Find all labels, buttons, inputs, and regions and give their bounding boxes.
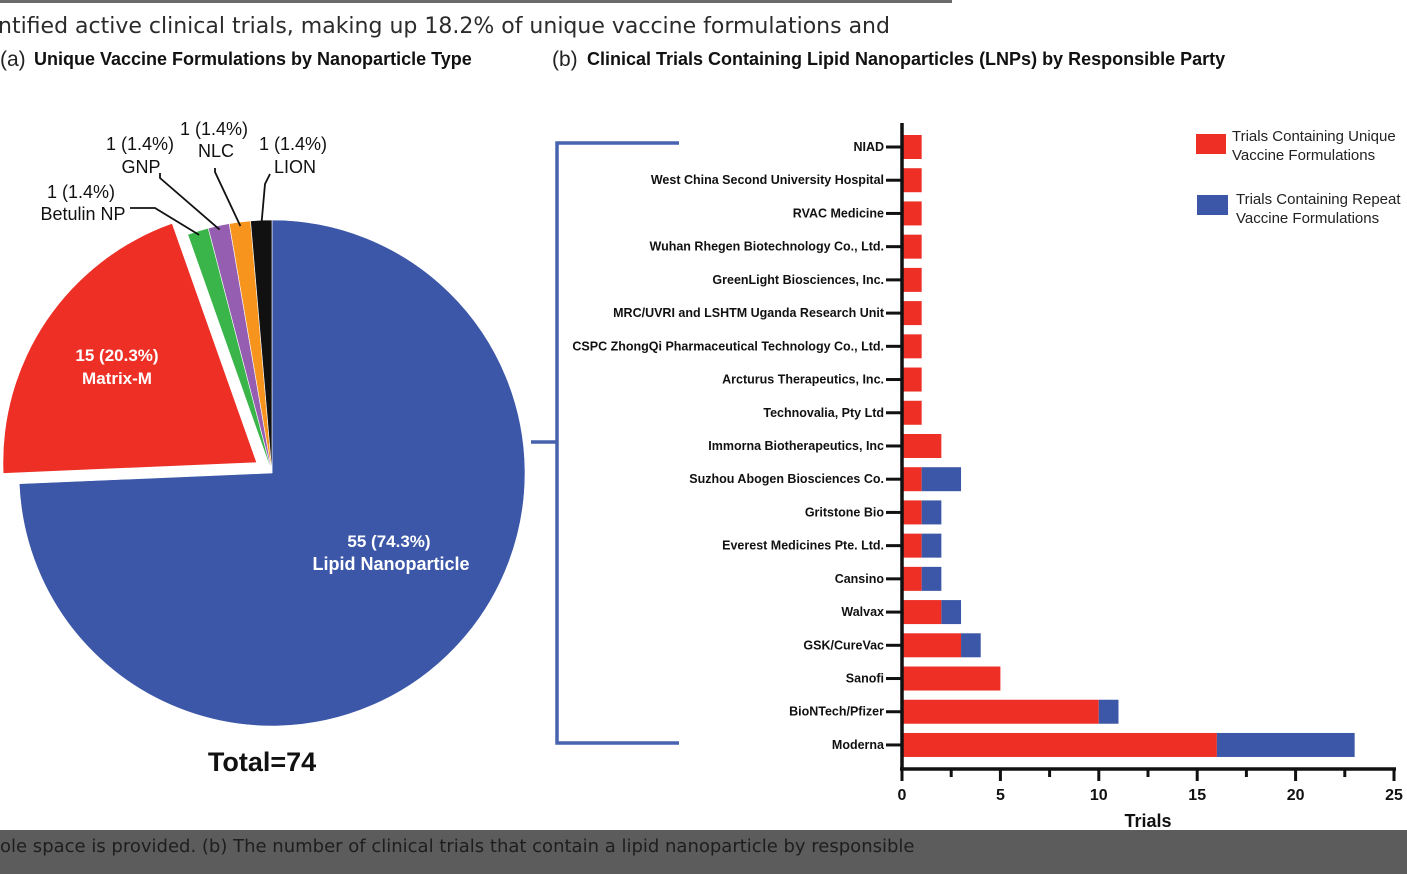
bar-repeat-gsk-curevac xyxy=(961,633,981,658)
article-text-above: ntified active clinical trials, making u… xyxy=(0,0,1407,44)
y-tick-label: BioNTech/Pfizer xyxy=(789,705,884,719)
slice-label-nlc-count: 1 (1.4%) xyxy=(180,119,248,139)
bar-repeat-gritstone-bio xyxy=(921,500,942,525)
divider xyxy=(0,0,952,3)
bar-marks xyxy=(902,135,1355,757)
slice-label-matrix-m-name: Matrix-M xyxy=(82,369,152,388)
x-tick-label: 0 xyxy=(898,787,907,804)
bar-unique-moderna xyxy=(902,732,1217,757)
slice-label-betulin-count: 1 (1.4%) xyxy=(47,182,115,202)
slice-label-betulin-name: Betulin NP xyxy=(40,204,125,224)
y-tick-label: Wuhan Rhegen Biotechnology Co., Ltd. xyxy=(650,240,884,254)
y-tick-label: RVAC Medicine xyxy=(793,206,884,220)
legend-label-repeat-line1: Trials Containing Repeat xyxy=(1236,191,1401,208)
figure: (a) Unique Vaccine Formulations by Nanop… xyxy=(0,44,1407,830)
y-tick-label: MRC/UVRI and LSHTM Uganda Research Unit xyxy=(613,306,885,320)
pie-chart-panel: (a) Unique Vaccine Formulations by Nanop… xyxy=(0,48,526,777)
y-tick-label: Walvax xyxy=(841,605,884,619)
bar-chart-panel: (b) Clinical Trials Containing Lipid Nan… xyxy=(552,48,1403,830)
bar-repeat-biontech-pfizer xyxy=(1098,699,1119,724)
legend-label-unique-line2: Vaccine Formulations xyxy=(1232,147,1375,164)
legend-swatch-repeat xyxy=(1197,195,1228,215)
pie-slice-matrix-m xyxy=(3,223,257,474)
y-tick-label: GreenLight Biosciences, Inc. xyxy=(712,273,884,287)
legend-label-repeat-line2: Vaccine Formulations xyxy=(1236,210,1379,227)
leader-line-betulin-np xyxy=(130,207,200,236)
y-tick-label: Sanofi xyxy=(846,672,884,686)
x-tick-label: 20 xyxy=(1287,787,1305,804)
zoom-bracket xyxy=(531,141,679,745)
bar-unique-rvac-medicine xyxy=(902,201,922,226)
bar-unique-gritstone-bio xyxy=(902,500,922,525)
leader-line-lion xyxy=(260,173,271,225)
bar-unique-walvax xyxy=(902,600,942,625)
panel-b-label: (b) xyxy=(552,48,578,71)
slice-label-lion-name: LION xyxy=(274,157,316,177)
bar-unique-west-china-second-university-hospital xyxy=(902,168,922,193)
bar-unique-cspc-zhongqi-pharmaceutical-technology-co-ltd xyxy=(902,334,922,359)
legend-swatch-unique xyxy=(1196,134,1226,154)
y-tick-label: Arcturus Therapeutics, Inc. xyxy=(722,373,884,387)
bar-repeat-cansino xyxy=(921,566,942,591)
slice-label-matrix-m-count: 15 (20.3%) xyxy=(75,346,158,365)
bar-unique-mrc-uvri-and-lshtm-uganda-research-unit xyxy=(902,301,922,326)
x-tick-label: 10 xyxy=(1090,787,1108,804)
y-tick-label: Suzhou Abogen Biosciences Co. xyxy=(689,472,884,486)
bar-chart-title: Clinical Trials Containing Lipid Nanopar… xyxy=(587,49,1225,69)
y-tick-label: NIAD xyxy=(853,140,884,154)
bar-unique-biontech-pfizer xyxy=(902,699,1099,724)
bar-unique-wuhan-rhegen-biotechnology-co-ltd xyxy=(902,234,922,259)
bar-unique-everest-medicines-pte-ltd xyxy=(902,533,922,558)
bar-unique-greenlight-biosciences-inc xyxy=(902,267,922,292)
x-tick-label: 5 xyxy=(996,787,1005,804)
bar-repeat-suzhou-abogen-biosciences-co xyxy=(921,467,962,492)
leader-line-gnp xyxy=(159,173,221,231)
x-tick-label: 15 xyxy=(1188,787,1206,804)
bar-unique-niad xyxy=(902,135,922,159)
x-axis: 0 5 10 15 20 25 xyxy=(898,123,1403,804)
y-tick-label: Everest Medicines Pte. Ltd. xyxy=(722,539,884,553)
slice-label-gnp-count: 1 (1.4%) xyxy=(106,134,174,154)
x-tick-label: 25 xyxy=(1385,787,1403,804)
y-tick-label: Immorna Biotherapeutics, Inc xyxy=(708,439,884,453)
bar-unique-sanofi xyxy=(902,666,1001,691)
pie-chart-title: Unique Vaccine Formulations by Nanoparti… xyxy=(34,49,472,69)
panel-a-label: (a) xyxy=(0,48,26,71)
bar-legend: Trials Containing Unique Vaccine Formula… xyxy=(1196,128,1401,227)
y-tick-label: GSK/CureVac xyxy=(803,638,884,652)
figure-canvas: (a) Unique Vaccine Formulations by Nanop… xyxy=(0,48,1403,830)
slice-label-lnp-name: Lipid Nanoparticle xyxy=(312,554,469,574)
slice-label-lion-count: 1 (1.4%) xyxy=(259,134,327,154)
bar-repeat-everest-medicines-pte-ltd xyxy=(921,533,942,558)
caption-fragment-bottom: ole space is provided. (b) The number of… xyxy=(0,836,915,857)
bar-unique-gsk-curevac xyxy=(902,633,962,658)
slice-label-nlc-name: NLC xyxy=(198,141,234,161)
y-tick-label: CSPC ZhongQi Pharmaceutical Technology C… xyxy=(572,339,884,353)
bar-unique-cansino xyxy=(902,566,922,591)
bar-repeat-walvax xyxy=(941,600,962,625)
bar-unique-arcturus-therapeutics-inc xyxy=(902,367,922,392)
bar-repeat-moderna xyxy=(1216,732,1355,757)
bar-unique-immorna-biotherapeutics-inc xyxy=(902,433,942,458)
y-tick-label: West China Second University Hospital xyxy=(651,173,884,187)
pie-leader-lines xyxy=(130,168,271,236)
y-tick-label: Technovalia, Pty Ltd xyxy=(763,406,884,420)
slice-label-lnp-count: 55 (74.3%) xyxy=(347,532,430,551)
article-text-below: ole space is provided. (b) The number of… xyxy=(0,830,1407,874)
bar-unique-technovalia-pty-ltd xyxy=(902,400,922,425)
y-tick-label: Gritstone Bio xyxy=(805,505,885,519)
y-axis-categories: NIAD West China Second University Hospita… xyxy=(572,140,902,752)
pie-slices xyxy=(3,219,526,727)
y-tick-label: Moderna xyxy=(832,738,885,752)
y-tick-label: Cansino xyxy=(835,572,885,586)
bar-unique-suzhou-abogen-biosciences-co xyxy=(902,467,922,492)
x-axis-label: Trials xyxy=(1124,811,1171,830)
slice-label-gnp-name: GNP xyxy=(121,157,160,177)
legend-label-unique-line1: Trials Containing Unique xyxy=(1232,128,1396,145)
leader-line-nlc xyxy=(214,168,242,227)
pie-total-label: Total=74 xyxy=(208,747,316,777)
caption-fragment-top: ntified active clinical trials, making u… xyxy=(0,14,890,39)
